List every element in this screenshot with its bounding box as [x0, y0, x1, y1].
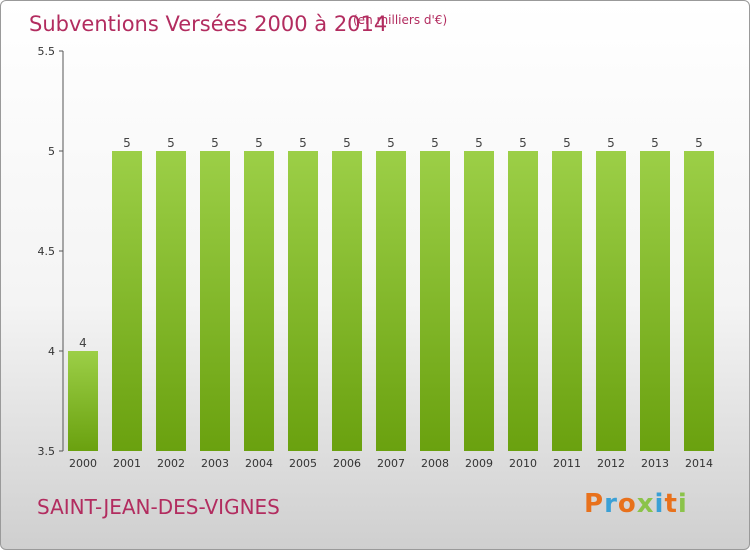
x-tick-label: 2001 — [113, 457, 141, 470]
x-axis: 2000 2001 2002 2003 2004 2005 2006 2007 2008 2009… — [69, 457, 713, 470]
y-tick-label: 5.5 — [38, 45, 56, 58]
x-tick-label: 2012 — [597, 457, 625, 470]
x-tick-label: 2008 — [421, 457, 449, 470]
bar — [596, 151, 626, 451]
x-tick-label: 2002 — [157, 457, 185, 470]
data-label: 5 — [651, 136, 659, 150]
data-label: 5 — [343, 136, 351, 150]
logo-letter: i — [654, 489, 665, 519]
x-tick-label: 2003 — [201, 457, 229, 470]
proxiti-logo[interactable]: Proxiti — [584, 489, 688, 519]
x-tick-label: 2000 — [69, 457, 97, 470]
data-label: 5 — [607, 136, 615, 150]
bar — [464, 151, 494, 451]
bar — [552, 151, 582, 451]
data-label: 5 — [695, 136, 703, 150]
data-label: 5 — [519, 136, 527, 150]
logo-letter: r — [604, 489, 618, 519]
x-tick-label: 2014 — [685, 457, 713, 470]
data-label: 5 — [255, 136, 263, 150]
data-label: 5 — [475, 136, 483, 150]
bar — [156, 151, 186, 451]
x-tick-label: 2009 — [465, 457, 493, 470]
chart-title: Subventions Versées 2000 à 2014 — [29, 12, 387, 36]
y-tick-label: 4.5 — [38, 245, 56, 258]
logo-letter: x — [636, 489, 655, 519]
x-tick-label: 2010 — [509, 457, 537, 470]
y-axis: 3.5 4 4.5 5 5.5 — [38, 45, 64, 458]
chart-subtitle: (en milliers d'€) — [353, 13, 447, 27]
bar — [508, 151, 538, 451]
x-tick-label: 2005 — [289, 457, 317, 470]
data-label: 5 — [563, 136, 571, 150]
logo-letter: t — [664, 489, 678, 519]
bar — [288, 151, 318, 451]
bar — [112, 151, 142, 451]
x-tick-label: 2006 — [333, 457, 361, 470]
bar — [420, 151, 450, 451]
x-tick-label: 2007 — [377, 457, 405, 470]
logo-letter: o — [617, 489, 637, 519]
bar — [244, 151, 274, 451]
logo-letter: P — [584, 489, 605, 519]
bar — [68, 351, 98, 451]
y-tick-label: 3.5 — [38, 445, 56, 458]
y-tick-label: 4 — [48, 345, 55, 358]
bar — [376, 151, 406, 451]
logo-letter: i — [677, 489, 688, 519]
x-tick-label: 2004 — [245, 457, 273, 470]
data-label: 5 — [431, 136, 439, 150]
data-label: 5 — [167, 136, 175, 150]
data-label: 5 — [211, 136, 219, 150]
bar — [684, 151, 714, 451]
bar — [200, 151, 230, 451]
data-label: 4 — [79, 336, 87, 350]
data-label: 5 — [123, 136, 131, 150]
bar — [640, 151, 670, 451]
data-label: 5 — [299, 136, 307, 150]
commune-name: SAINT-JEAN-DES-VIGNES — [37, 495, 280, 519]
x-tick-label: 2011 — [553, 457, 581, 470]
x-tick-label: 2013 — [641, 457, 669, 470]
bars: 4 5 5 5 5 5 5 5 5 5 5 5 5 5 5 — [68, 136, 714, 451]
y-tick-label: 5 — [48, 145, 55, 158]
data-label: 5 — [387, 136, 395, 150]
bar — [332, 151, 362, 451]
